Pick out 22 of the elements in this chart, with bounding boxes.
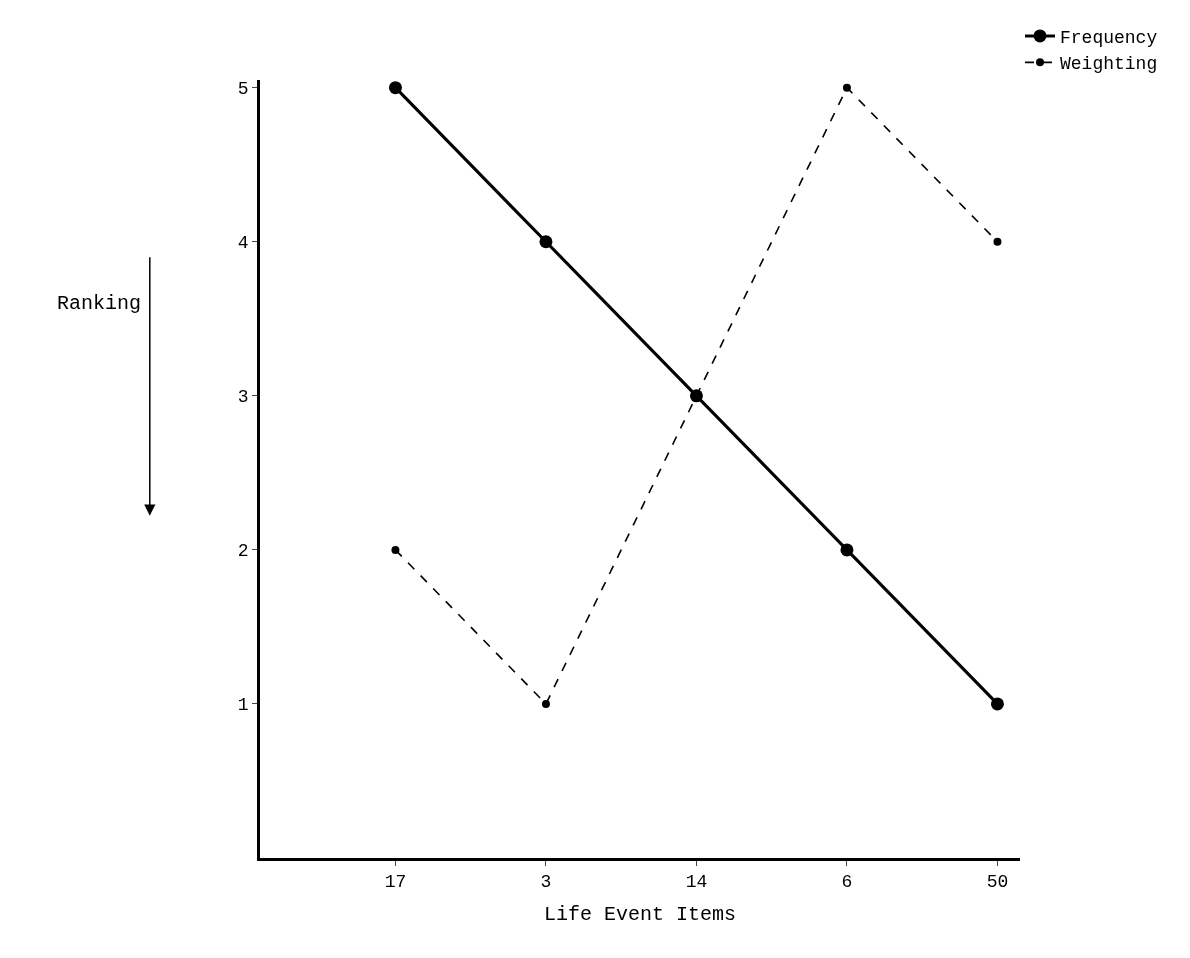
point [391, 545, 400, 554]
x-tick-label: 6 [841, 872, 853, 893]
legend-label: Frequency [1060, 27, 1158, 48]
point [541, 699, 550, 708]
point [990, 697, 1004, 711]
point [388, 81, 402, 95]
point [842, 83, 851, 92]
point [539, 235, 553, 249]
x-tick-label: 3 [540, 872, 552, 893]
y-tick-label: 5 [237, 79, 249, 99]
y-tick-label: 3 [237, 387, 249, 408]
x-tick-label: 50 [986, 872, 1009, 893]
x-tick-label: 14 [685, 872, 708, 893]
x-tick-label: 17 [384, 872, 407, 893]
legend-label: Weighting [1060, 54, 1158, 75]
y-tick-label: 1 [237, 695, 249, 716]
y-tick-label: 4 [237, 233, 249, 254]
point [840, 543, 854, 557]
point [993, 237, 1002, 246]
y-tick-label: 2 [237, 541, 249, 562]
y-axis-title: Ranking [57, 292, 142, 315]
x-axis-title: Life Event Items [543, 902, 737, 926]
